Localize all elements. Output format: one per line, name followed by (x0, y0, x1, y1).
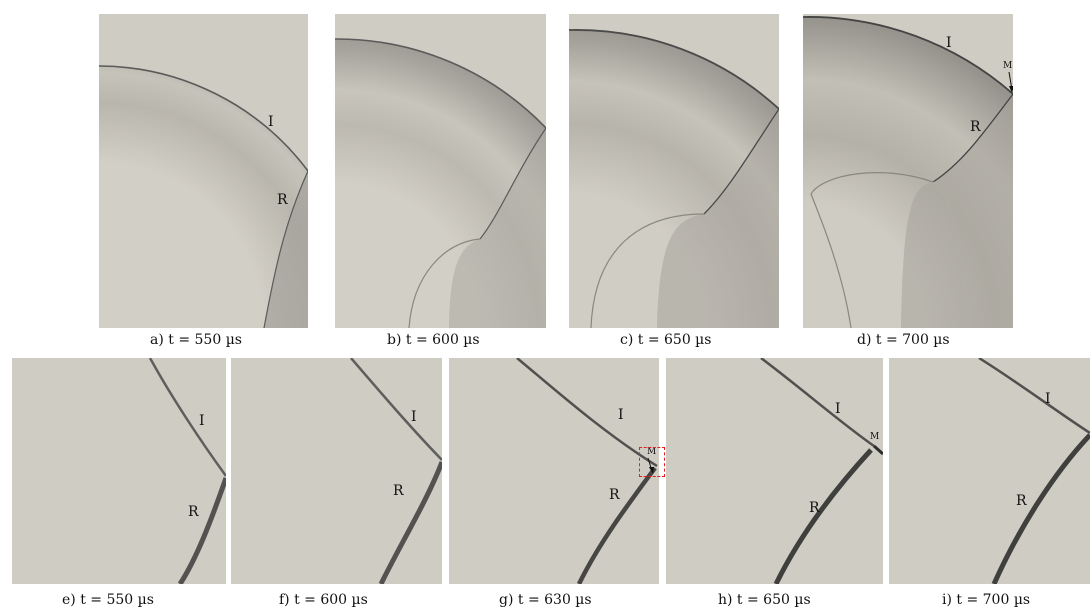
label-incident-f: I (411, 409, 417, 425)
label-mach-d: M (1003, 61, 1013, 71)
panel-c (569, 14, 779, 328)
label-mach-g: M (647, 447, 657, 457)
panel-d (803, 14, 1013, 328)
panel-a (99, 14, 308, 328)
caption-h: h) t = 650 µs (718, 592, 811, 608)
caption-g: g) t = 630 µs (499, 592, 592, 608)
label-reflected-h: R (809, 500, 820, 516)
label-reflected-f: R (393, 483, 404, 499)
panel-g (449, 358, 659, 584)
label-incident-a: I (268, 114, 274, 130)
panel-f (231, 358, 442, 584)
caption-f: f) t = 600 µs (279, 592, 368, 608)
caption-c: c) t = 650 µs (620, 332, 712, 348)
label-incident-h: I (835, 401, 841, 417)
caption-e: e) t = 550 µs (62, 592, 154, 608)
label-incident-g: I (618, 407, 624, 423)
caption-b: b) t = 600 µs (387, 332, 480, 348)
label-reflected-g: R (609, 487, 620, 503)
label-incident-i: I (1045, 391, 1051, 407)
caption-d: d) t = 700 µs (857, 332, 950, 348)
panel-b (335, 14, 546, 328)
label-incident-d: I (946, 35, 952, 51)
label-reflected-e: R (188, 504, 199, 520)
label-reflected-d: R (970, 119, 981, 135)
panel-e (12, 358, 226, 584)
label-reflected-i: R (1016, 493, 1027, 509)
caption-i: i) t = 700 µs (942, 592, 1031, 608)
label-reflected-a: R (277, 192, 288, 208)
label-mach-h: M (870, 432, 880, 442)
label-incident-e: I (199, 413, 205, 429)
panel-i (889, 358, 1090, 584)
panel-h (666, 358, 883, 584)
mach-highlight-box (639, 447, 665, 477)
caption-a: a) t = 550 µs (150, 332, 242, 348)
